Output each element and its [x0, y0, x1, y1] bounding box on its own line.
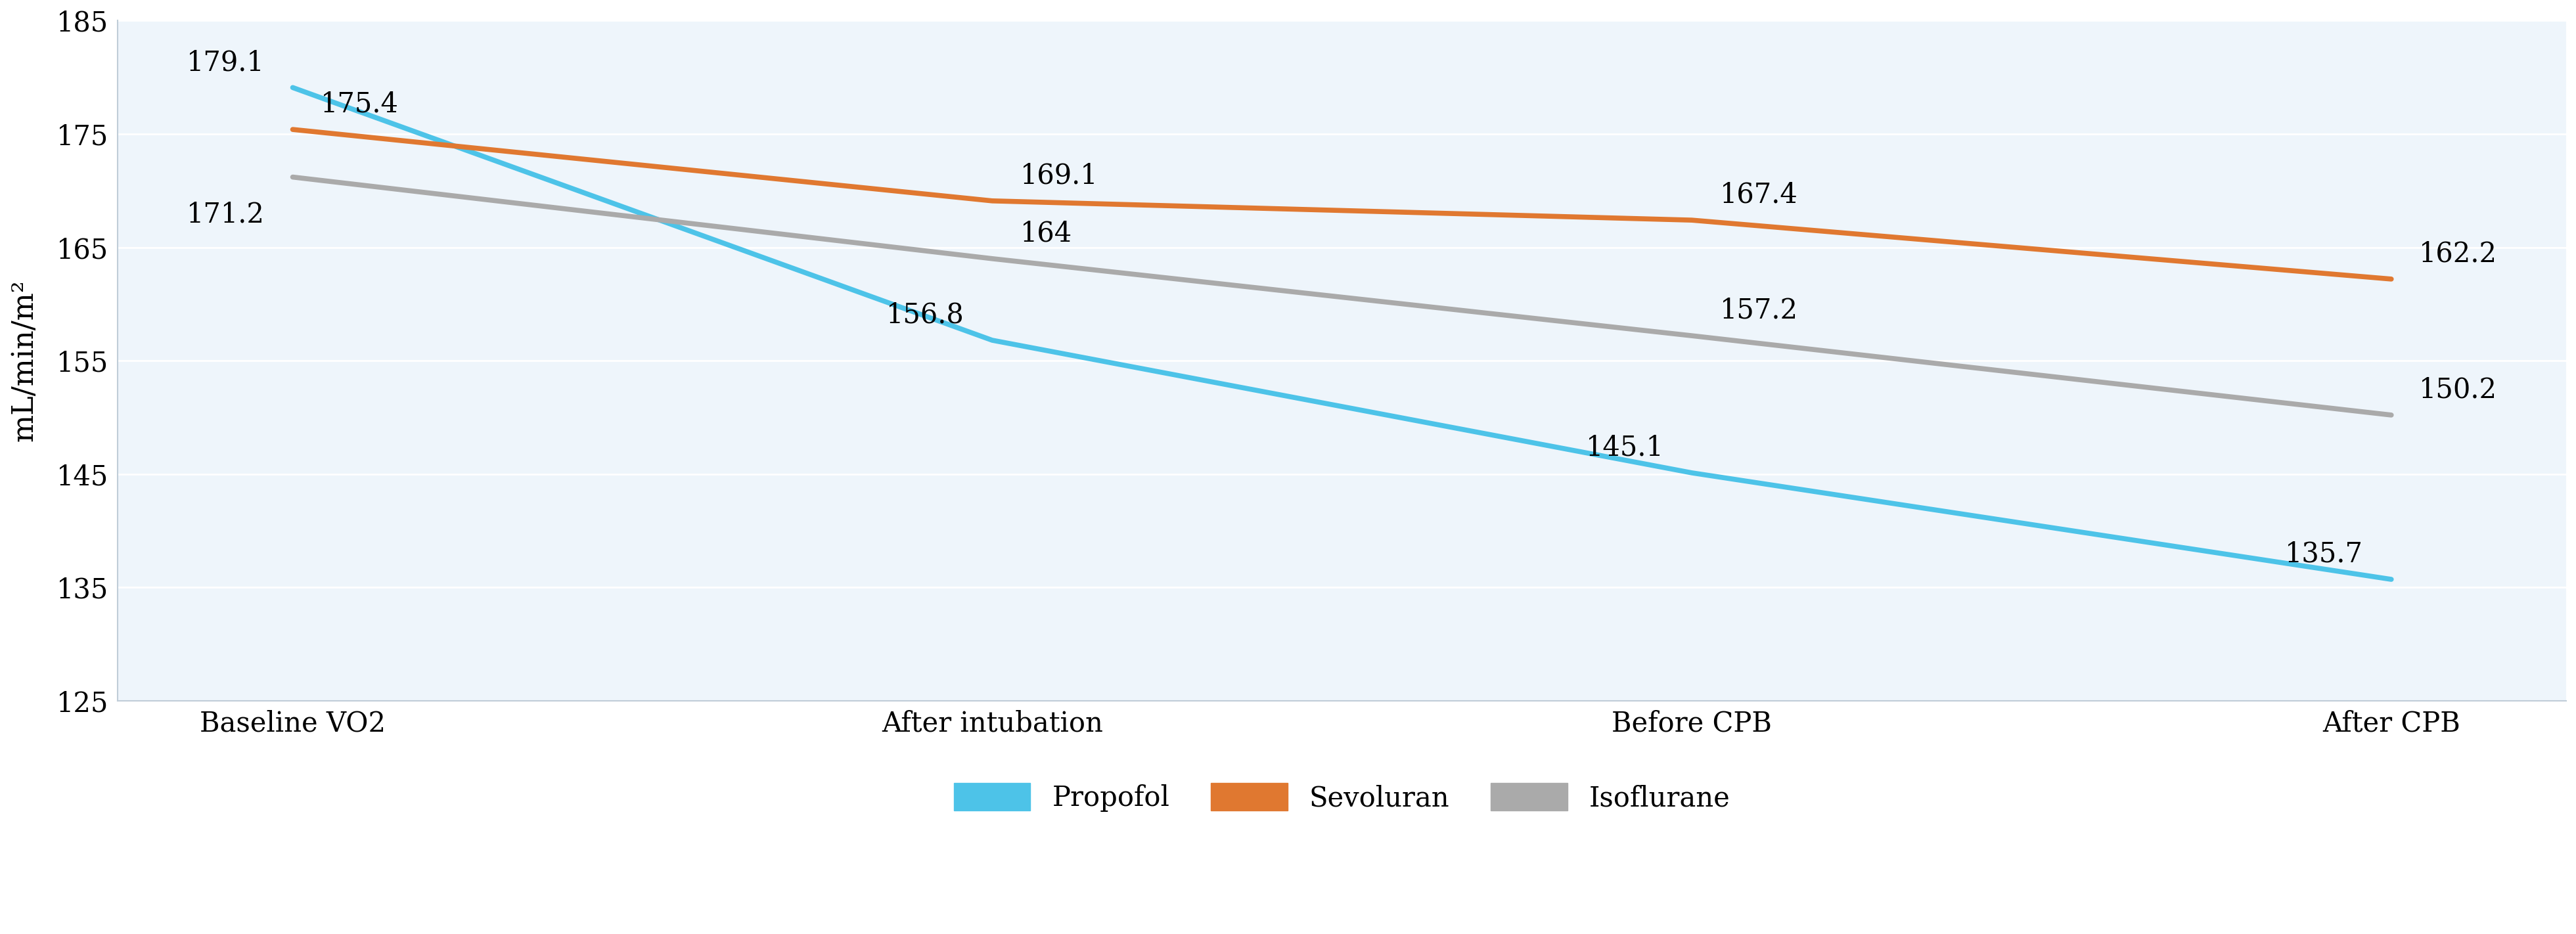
Isoflurane [2375, 409, 2406, 420]
Sevoluran [2375, 274, 2406, 285]
Text: 135.7: 135.7 [2285, 541, 2362, 568]
Isoflurane [278, 172, 309, 183]
Line: Sevoluran: Sevoluran [294, 130, 2391, 279]
Sevoluran [1677, 215, 1708, 226]
Text: 156.8: 156.8 [886, 302, 963, 329]
Sevoluran [976, 195, 1007, 206]
Line: Propofol: Propofol [294, 88, 2391, 579]
Text: 171.2: 171.2 [185, 201, 265, 228]
Line: Isoflurane: Isoflurane [294, 177, 2391, 415]
Isoflurane [976, 253, 1007, 264]
Text: 162.2: 162.2 [2419, 240, 2499, 268]
Text: 169.1: 169.1 [1020, 162, 1097, 190]
Legend: Propofol, Sevoluran, Isoflurane: Propofol, Sevoluran, Isoflurane [943, 771, 1741, 823]
Text: 157.2: 157.2 [1721, 297, 1798, 324]
Propofol [1677, 467, 1708, 478]
Text: 145.1: 145.1 [1587, 434, 1664, 461]
Sevoluran [278, 124, 309, 135]
Propofol [976, 334, 1007, 346]
Isoflurane [1677, 330, 1708, 341]
Text: 167.4: 167.4 [1721, 181, 1798, 209]
Text: 150.2: 150.2 [2419, 376, 2499, 403]
Propofol [278, 82, 309, 93]
Text: 179.1: 179.1 [185, 49, 265, 77]
Text: 175.4: 175.4 [319, 91, 399, 118]
Text: 164: 164 [1020, 219, 1072, 248]
Y-axis label: mL/min/m²: mL/min/m² [10, 279, 39, 442]
Propofol [2375, 573, 2406, 585]
